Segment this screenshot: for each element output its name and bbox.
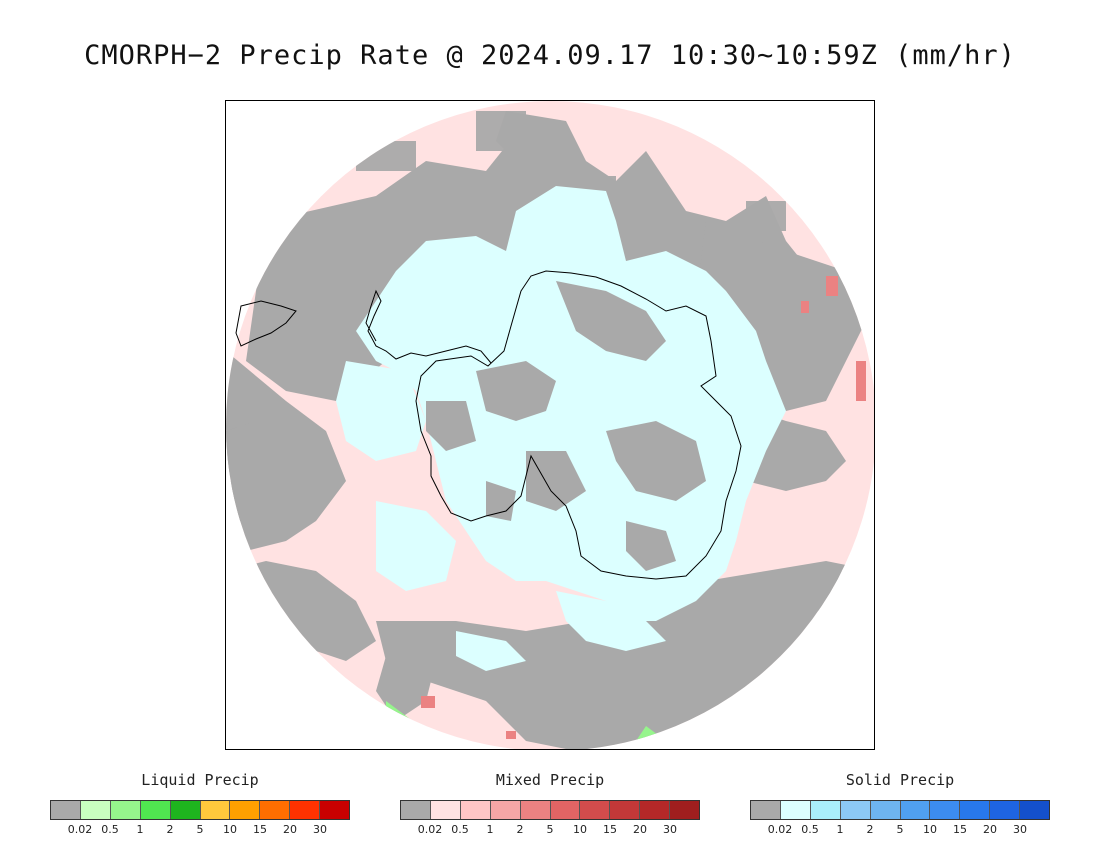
- legend-liquid-ticks: 0.02 0.5 1 2 5 10 15 20 30: [50, 820, 350, 836]
- legend-solid-bar: [750, 800, 1050, 820]
- mixed-precip-cells: [421, 276, 866, 739]
- legend-swatch: [80, 801, 111, 819]
- legend-swatch: [490, 801, 521, 819]
- legend-tick-label: 10: [923, 823, 937, 836]
- legend-swatch: [810, 801, 841, 819]
- legend-tick-label: 0.02: [767, 823, 793, 836]
- legend-swatch: [960, 801, 991, 819]
- legend-swatch: [430, 801, 461, 819]
- legend-tick-label: 0.02: [67, 823, 93, 836]
- legend-tick-label: 1: [486, 823, 494, 836]
- legend-tick-label: 5: [896, 823, 904, 836]
- legend-swatch: [900, 801, 931, 819]
- polar-map-canvas: [226, 101, 874, 749]
- interior-no-precip: [426, 281, 706, 571]
- legend-tick-label: 0.5: [801, 823, 819, 836]
- legend-swatch: [780, 801, 811, 819]
- legend-swatch: [840, 801, 871, 819]
- solid-precip-areas: [336, 186, 786, 671]
- legend-swatch: [140, 801, 171, 819]
- legend-solid-ticks: 0.02 0.5 1 2 5 10 15 20 30: [750, 820, 1050, 836]
- legend-tick-label: 10: [573, 823, 587, 836]
- legend-swatch: [751, 801, 781, 819]
- legend-mixed-ticks: 0.02 0.5 1 2 5 10 15 20 30: [400, 820, 700, 836]
- legend-tick-label: 1: [136, 823, 144, 836]
- legend-solid-title: Solid Precip: [845, 771, 955, 789]
- legend-swatch: [930, 801, 961, 819]
- legend-mixed: Mixed Precip 0.02 0.5 1 2 5 10 15 20 30: [400, 770, 700, 836]
- legend-swatch: [230, 801, 261, 819]
- legend-liquid-title: Liquid Precip: [141, 771, 259, 789]
- legend-mixed-bar: [400, 800, 700, 820]
- map-title: CMORPH−2 Precip Rate @ 2024.09.17 10:30~…: [84, 40, 1016, 71]
- legend-tick-label: 0.02: [417, 823, 443, 836]
- legend-tick-label: 2: [866, 823, 874, 836]
- legend-swatch: [670, 801, 700, 819]
- legend-swatch: [640, 801, 671, 819]
- legend-tick-label: 5: [196, 823, 204, 836]
- legend-liquid-bar: [50, 800, 350, 820]
- legend-swatch: [870, 801, 901, 819]
- legend-tick-label: 2: [516, 823, 524, 836]
- legend-swatch: [110, 801, 141, 819]
- legend-swatch: [520, 801, 551, 819]
- legend-tick-label: 15: [253, 823, 267, 836]
- legend-tick-label: 0.5: [451, 823, 469, 836]
- legend-tick-label: 0.5: [101, 823, 119, 836]
- legend-swatch: [200, 801, 231, 819]
- legend-swatch: [580, 801, 611, 819]
- legend-swatch: [550, 801, 581, 819]
- legend-tick-label: 20: [633, 823, 647, 836]
- legend-swatch: [260, 801, 291, 819]
- legend-solid: Solid Precip 0.02 0.5 1 2 5 10 15 20 30: [750, 770, 1050, 836]
- legend-swatch: [990, 801, 1021, 819]
- antarctica-coastline: [415, 270, 742, 580]
- legend-swatch: [610, 801, 641, 819]
- legend-tick-label: 20: [983, 823, 997, 836]
- precip-field: [226, 101, 874, 749]
- legend-tick-label: 15: [603, 823, 617, 836]
- legend-swatch: [401, 801, 431, 819]
- legend-tick-label: 20: [283, 823, 297, 836]
- legend-tick-label: 2: [166, 823, 174, 836]
- legend-tick-label: 30: [313, 823, 327, 836]
- legend-tick-label: 5: [546, 823, 554, 836]
- legend-swatch: [1020, 801, 1050, 819]
- legend-tick-label: 15: [953, 823, 967, 836]
- legend-swatch: [170, 801, 201, 819]
- antarctic-peninsula-coastline: [365, 289, 492, 364]
- polar-precip-map: [225, 100, 875, 750]
- legend-swatch: [51, 801, 81, 819]
- legend-tick-label: 30: [663, 823, 677, 836]
- legend-swatch: [320, 801, 350, 819]
- legend-liquid: Liquid Precip 0.02 0.5 1 2 5 10 15 20 30: [50, 770, 350, 836]
- legend-tick-label: 1: [836, 823, 844, 836]
- legend-tick-label: 10: [223, 823, 237, 836]
- legend-mixed-title: Mixed Precip: [495, 771, 605, 789]
- legend-tick-label: 30: [1013, 823, 1027, 836]
- legend-swatch: [460, 801, 491, 819]
- legend-swatch: [290, 801, 321, 819]
- south-america-coastline: [235, 300, 297, 347]
